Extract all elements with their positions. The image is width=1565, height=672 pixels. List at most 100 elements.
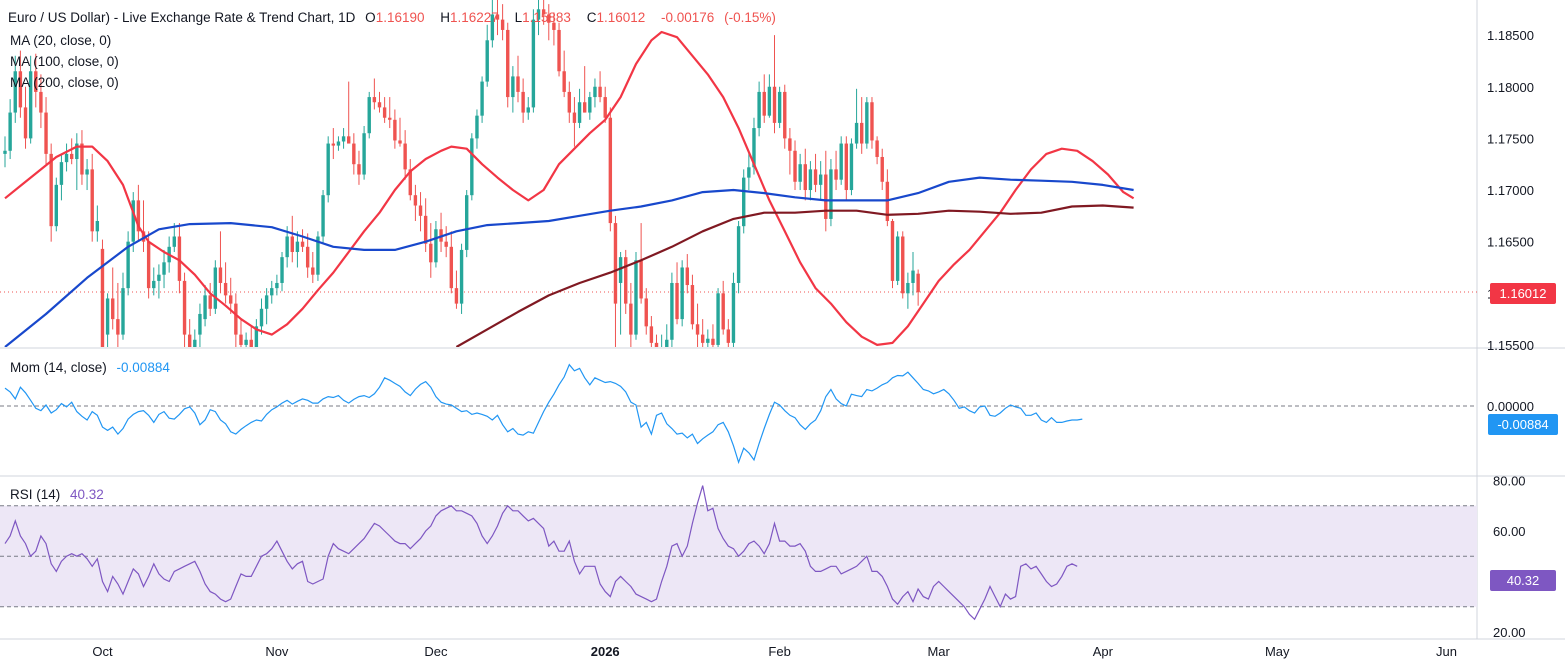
- candle: [490, 0, 495, 48]
- candle: [459, 243, 464, 314]
- candle: [434, 221, 438, 268]
- candle-body: [588, 97, 592, 113]
- candle-body: [736, 226, 741, 283]
- candle-body: [249, 339, 253, 347]
- candle-body: [726, 329, 731, 343]
- candle: [213, 260, 218, 314]
- price-axis[interactable]: 1.185001.180001.175001.170001.165001.160…: [1487, 28, 1534, 353]
- candle: [275, 274, 279, 296]
- candle: [95, 205, 100, 242]
- ma20-legend[interactable]: MA (20, close, 0): [10, 33, 112, 48]
- candle-body: [465, 195, 469, 250]
- mom-legend[interactable]: Mom (14, close) -0.00884: [10, 360, 176, 375]
- symbol-title: Euro / US Dollar) - Live Exchange Rate &…: [8, 10, 356, 25]
- candle-body: [264, 295, 269, 309]
- candle: [28, 55, 33, 144]
- candle: [382, 97, 387, 123]
- candle-body: [162, 262, 166, 275]
- ma100-legend[interactable]: MA (100, close, 0): [10, 54, 119, 69]
- change-percent: (-0.15%): [724, 10, 776, 25]
- candle-body: [223, 282, 228, 296]
- candle: [916, 269, 920, 306]
- candle-body: [254, 326, 259, 347]
- candle-body: [613, 223, 618, 304]
- candle-body: [229, 295, 233, 304]
- candle-body: [347, 136, 351, 144]
- candle: [49, 143, 53, 242]
- candle: [326, 136, 330, 203]
- candle: [259, 298, 264, 335]
- candle-body: [818, 174, 823, 185]
- candle: [516, 55, 520, 103]
- momentum-pane: 0.00000: [0, 363, 1534, 465]
- candle: [639, 223, 643, 304]
- candle: [711, 324, 715, 347]
- rsi-value: 40.32: [70, 487, 104, 502]
- candle: [890, 218, 895, 289]
- candle: [300, 229, 305, 252]
- candle: [793, 140, 797, 191]
- candle-body: [398, 140, 402, 144]
- candle: [772, 35, 777, 134]
- candle: [75, 133, 79, 191]
- candle-body: [90, 169, 94, 232]
- rsi-legend[interactable]: RSI (14) 40.32: [10, 487, 110, 502]
- candle: [742, 169, 746, 234]
- candle-body: [767, 86, 772, 116]
- time-axis[interactable]: Oct Nov Dec 2026 Feb Mar Apr May Jun: [92, 644, 1457, 659]
- candle: [860, 97, 864, 154]
- candle-body: [59, 162, 64, 185]
- candle: [818, 161, 823, 201]
- candle-body: [906, 282, 910, 294]
- candle: [69, 138, 74, 165]
- candle: [172, 223, 176, 252]
- candle: [629, 282, 633, 347]
- candle: [654, 334, 659, 347]
- candle: [264, 288, 269, 325]
- candle-body: [100, 248, 105, 347]
- ma200-legend[interactable]: MA (200, close, 0): [10, 75, 119, 90]
- candle: [8, 99, 12, 160]
- candle: [249, 326, 253, 347]
- candle-body: [644, 298, 648, 327]
- candle-body: [731, 282, 736, 343]
- rsi-label: RSI (14): [10, 487, 61, 502]
- candle-body: [541, 9, 546, 15]
- candle-body: [742, 177, 746, 227]
- price-tick-label: 1.17000: [1487, 183, 1534, 198]
- candle: [726, 319, 731, 347]
- candle-body: [388, 117, 392, 120]
- candle: [54, 177, 58, 232]
- candle-body: [495, 14, 500, 20]
- open-label: O: [365, 10, 376, 25]
- candle: [562, 50, 566, 98]
- candle: [521, 78, 525, 123]
- candle: [695, 303, 700, 347]
- candle: [844, 136, 849, 201]
- candle: [495, 0, 500, 36]
- candle-body: [582, 102, 587, 113]
- mom-label: Mom (14, close): [10, 360, 107, 375]
- candle-body: [13, 71, 17, 113]
- candle: [644, 288, 648, 335]
- candle-body: [536, 9, 541, 20]
- candle-body: [890, 221, 895, 281]
- time-tick-label: Apr: [1093, 644, 1114, 659]
- candle-body: [788, 138, 792, 151]
- candle-body: [490, 14, 495, 41]
- candle-body: [367, 97, 371, 134]
- price-tick-label: 1.18000: [1487, 80, 1534, 95]
- candle-body: [182, 280, 187, 335]
- candle-body: [316, 236, 320, 275]
- candle-body: [270, 288, 274, 296]
- candle: [500, 4, 505, 41]
- candle-body: [413, 195, 418, 206]
- candle: [762, 74, 766, 123]
- candle: [911, 251, 915, 296]
- candle: [388, 97, 392, 129]
- time-tick-label: Nov: [265, 644, 289, 659]
- candle-body: [111, 298, 115, 320]
- candle-body: [8, 112, 12, 151]
- candle: [418, 192, 423, 232]
